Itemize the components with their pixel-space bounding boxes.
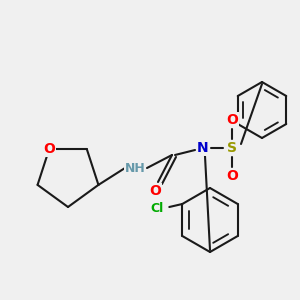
Text: O: O [43,142,55,156]
Text: O: O [149,184,161,198]
Text: O: O [226,113,238,127]
Text: Cl: Cl [151,202,164,215]
Text: O: O [226,169,238,183]
Text: N: N [197,141,209,155]
Text: NH: NH [124,161,146,175]
Text: S: S [227,141,237,155]
